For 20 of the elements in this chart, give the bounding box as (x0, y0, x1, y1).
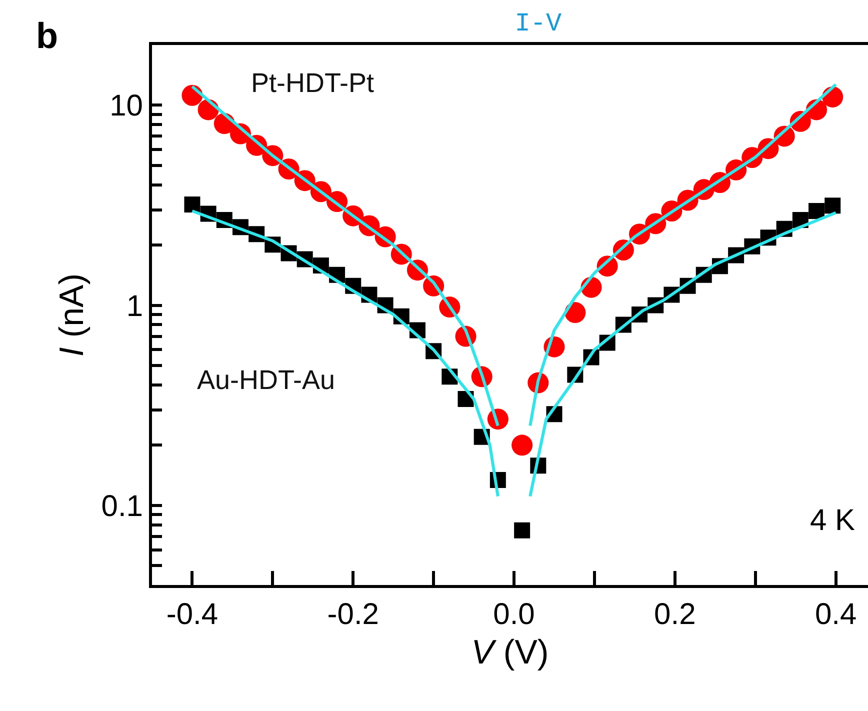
y-tick-label: 10 (110, 90, 143, 123)
x-tick-label: -0.4 (166, 598, 218, 631)
chart-title: I-V (514, 8, 562, 38)
point (184, 196, 200, 213)
text: b (36, 15, 58, 56)
point (512, 434, 533, 456)
point (514, 522, 530, 538)
y-tick-label: 0.1 (101, 490, 143, 523)
y-tick-label: 1 (126, 290, 143, 323)
series-label: Pt-HDT-Pt (251, 68, 374, 98)
x-tick-label: 0.0 (493, 598, 535, 631)
x-tick-label: 0.2 (654, 598, 696, 631)
x-axis-title: V (V) (471, 633, 549, 672)
point (808, 203, 825, 220)
x-tick-label: 0.4 (814, 598, 857, 631)
text: Au-HDT-Au (197, 365, 336, 395)
point (824, 198, 841, 214)
y-axis-title: I (nA) (52, 273, 91, 357)
annotation: 4 K (810, 504, 856, 537)
x-tick-label: -0.2 (327, 598, 379, 631)
